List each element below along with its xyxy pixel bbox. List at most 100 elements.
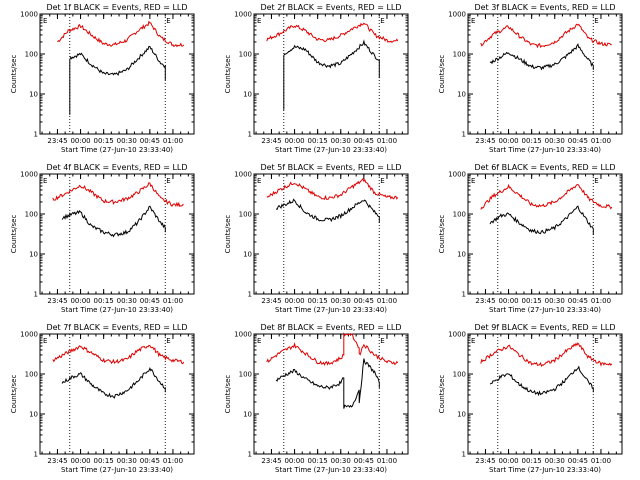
x-tick-label: 00:15	[94, 297, 114, 305]
y-axis-label: Counts/sec	[10, 215, 18, 254]
x-tick-label: 23:45	[47, 137, 67, 145]
events-series-line	[283, 39, 380, 110]
lld-series-line	[480, 342, 613, 368]
y-tick-label: 10	[243, 411, 252, 419]
y-tick-label: 100	[25, 51, 38, 59]
chart-title: Det 1f BLACK = Events, RED = LLD	[46, 3, 187, 12]
y-tick-label: 1000	[234, 11, 252, 19]
x-tick-label: 00:45	[354, 297, 374, 305]
chart-panel-7: Det 7f BLACK = Events, RED = LLD 1 10 100 10…	[10, 323, 195, 474]
y-tick-label: 100	[453, 371, 466, 379]
x-tick-label: 23:45	[475, 297, 495, 305]
events-series-line	[489, 365, 594, 397]
lld-series-line	[266, 177, 399, 200]
chart-title: Det 9f BLACK = Events, RED = LLD	[474, 323, 615, 332]
x-tick-label: 01:00	[163, 457, 183, 465]
event-marker-label: E	[257, 177, 261, 185]
chart-panel-6: Det 6f BLACK = Events, RED = LLD 1 10 100 10…	[438, 163, 623, 314]
x-axis-label: Start Time (27-Jun-10 23:33:40)	[275, 146, 387, 154]
x-axis-label: Start Time (27-Jun-10 23:33:40)	[489, 306, 601, 314]
event-marker-label: E	[166, 337, 170, 345]
x-tick-label: 00:30	[331, 297, 351, 305]
y-tick-label: 100	[239, 211, 252, 219]
x-axis-label: Start Time (27-Jun-10 23:33:40)	[275, 466, 387, 474]
x-tick-label: 00:15	[522, 297, 542, 305]
plot-frame	[467, 333, 623, 455]
lld-series-line	[480, 23, 612, 49]
x-tick-label: 23:45	[261, 137, 281, 145]
y-tick-label: 1000	[448, 11, 466, 19]
y-axis-label: Counts/sec	[224, 375, 232, 414]
y-tick-label: 1000	[20, 331, 38, 339]
y-tick-label: 10	[457, 91, 466, 99]
plot-frame	[467, 173, 623, 295]
chart-title: Det 2f BLACK = Events, RED = LLD	[260, 3, 401, 12]
plot-frame	[467, 13, 623, 135]
plot-frame	[39, 13, 195, 135]
x-tick-label: 23:45	[475, 137, 495, 145]
y-axis-label: Counts/sec	[10, 55, 18, 94]
x-tick-label: 23:45	[47, 457, 67, 465]
event-marker-label: E	[380, 17, 384, 25]
x-tick-label: 00:30	[545, 457, 565, 465]
y-tick-label: 100	[239, 51, 252, 59]
events-series-line	[275, 198, 380, 223]
x-tick-label: 00:00	[498, 137, 518, 145]
y-tick-label: 1	[248, 131, 252, 139]
event-marker-label: E	[471, 177, 475, 185]
y-axis-label: Counts/sec	[10, 375, 18, 414]
event-marker-label: E	[166, 177, 170, 185]
y-tick-label: 1	[34, 291, 38, 299]
x-tick-label: 00:30	[117, 297, 137, 305]
event-marker-label: E	[166, 17, 170, 25]
x-tick-label: 01:00	[377, 297, 397, 305]
chart-panel-9: Det 9f BLACK = Events, RED = LLD 1 10 100 10…	[438, 323, 623, 474]
x-tick-label: 00:00	[284, 137, 304, 145]
y-tick-label: 1	[462, 131, 466, 139]
lld-series-line	[480, 183, 613, 210]
y-axis-label: Counts/sec	[438, 55, 446, 94]
y-tick-label: 10	[457, 411, 466, 419]
x-tick-label: 00:15	[94, 137, 114, 145]
chart-title: Det 7f BLACK = Events, RED = LLD	[46, 323, 187, 332]
x-tick-label: 23:45	[261, 297, 281, 305]
x-tick-label: 00:00	[284, 297, 304, 305]
x-axis-label: Start Time (27-Jun-10 23:33:40)	[275, 306, 387, 314]
x-tick-label: 01:00	[377, 137, 397, 145]
x-tick-label: 00:45	[568, 137, 588, 145]
x-tick-label: 00:00	[284, 457, 304, 465]
chart-title: Det 8f BLACK = Events, RED = LLD	[260, 323, 401, 332]
y-tick-label: 10	[243, 91, 252, 99]
x-tick-label: 00:15	[522, 137, 542, 145]
event-marker-label: E	[380, 337, 384, 345]
y-tick-label: 1	[462, 291, 466, 299]
y-tick-label: 1	[34, 131, 38, 139]
x-tick-label: 23:45	[261, 457, 281, 465]
y-tick-label: 100	[453, 211, 466, 219]
x-tick-label: 00:45	[140, 137, 160, 145]
y-tick-label: 10	[29, 411, 38, 419]
chart-panel-5: Det 5f BLACK = Events, RED = LLD 1 10 100 10…	[224, 163, 409, 314]
x-tick-label: 00:00	[70, 297, 90, 305]
lld-series-line	[52, 344, 185, 365]
lld-series-line	[52, 182, 184, 208]
lld-series-line	[57, 20, 185, 48]
x-tick-label: 00:00	[498, 457, 518, 465]
x-tick-label: 00:45	[568, 297, 588, 305]
x-tick-label: 23:45	[475, 457, 495, 465]
chart-title: Det 6f BLACK = Events, RED = LLD	[474, 163, 615, 172]
y-tick-label: 100	[25, 371, 38, 379]
x-tick-label: 00:30	[545, 297, 565, 305]
x-tick-label: 00:00	[70, 457, 90, 465]
event-marker-label: E	[594, 17, 598, 25]
y-tick-label: 1	[462, 451, 466, 459]
x-tick-label: 23:45	[47, 297, 67, 305]
y-tick-label: 10	[29, 251, 38, 259]
x-axis-label: Start Time (27-Jun-10 23:33:40)	[489, 146, 601, 154]
events-series-line	[489, 205, 594, 235]
x-tick-label: 01:00	[591, 137, 611, 145]
x-tick-label: 00:15	[522, 457, 542, 465]
chart-panel-8: Det 8f BLACK = Events, RED = LLD 1 10 100 10…	[224, 323, 409, 474]
chart-panel-3: Det 3f BLACK = Events, RED = LLD 1 10 100 10…	[438, 3, 623, 154]
